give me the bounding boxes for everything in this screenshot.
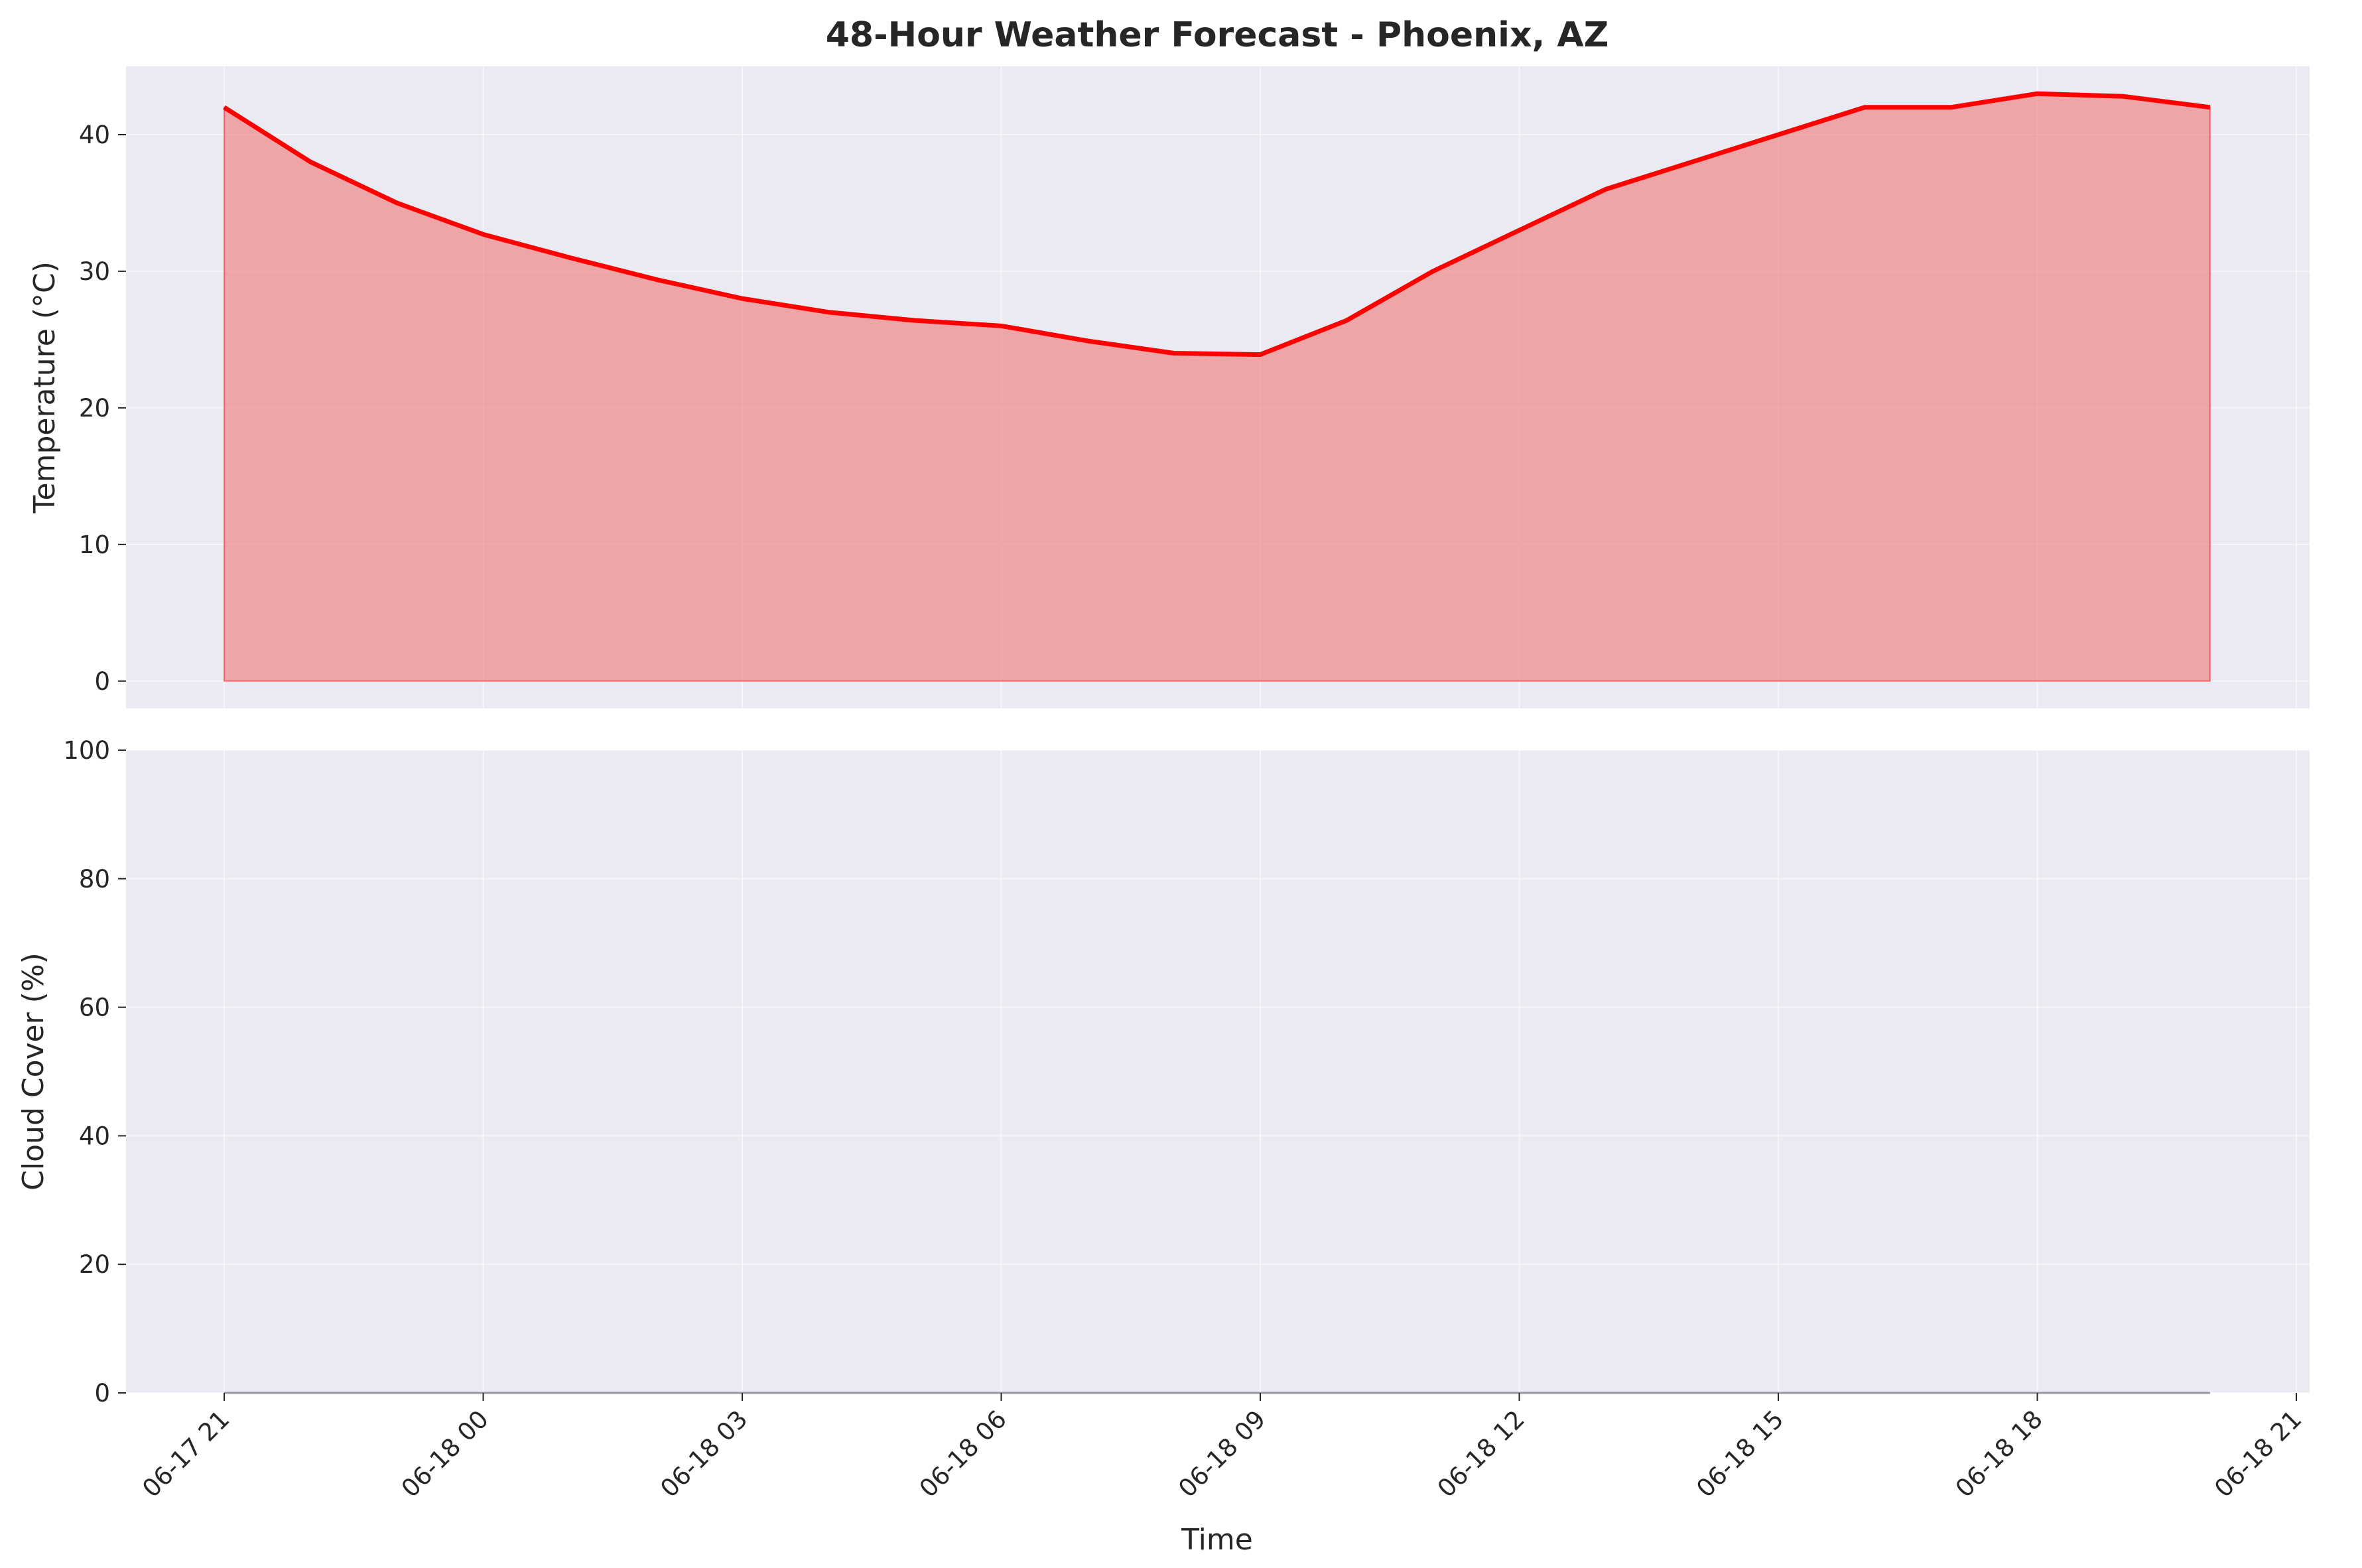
y-axis-label-2: Cloud Cover (%) — [17, 952, 50, 1191]
y-tick-label: 40 — [79, 1122, 110, 1150]
y-tick-label: 20 — [79, 394, 110, 423]
panel-2: 0 20 40 60 80 100 Cloud Cover (%) — [17, 736, 2310, 1407]
series-line-1 — [223, 91, 2211, 358]
y-tick-label: 60 — [79, 994, 110, 1022]
x-axis-label: Time — [1181, 1523, 1253, 1557]
y-tick-label: 40 — [79, 121, 110, 149]
y-axis-label-1: Temperature (°C) — [28, 261, 62, 514]
y-tick-label: 30 — [79, 257, 110, 286]
panel-1: 0 10 20 30 40 Temperature (°C) — [28, 66, 2310, 708]
y-tick-label: 80 — [79, 865, 110, 893]
chart-panels: 0 10 20 30 40 Temperature (°C) 0 20 40 60 80 100 Clo… — [17, 66, 2310, 1503]
y-tick-label: 100 — [63, 736, 110, 765]
chart-title: 48-Hour Weather Forecast - Phoenix, AZ — [826, 15, 1609, 55]
y-tick-label: 10 — [79, 531, 110, 559]
y-tick-label: 0 — [94, 667, 110, 696]
y-tick-label: 0 — [94, 1379, 110, 1407]
plot-area-2 — [126, 750, 2310, 1393]
y-tick-label: 20 — [79, 1250, 110, 1279]
